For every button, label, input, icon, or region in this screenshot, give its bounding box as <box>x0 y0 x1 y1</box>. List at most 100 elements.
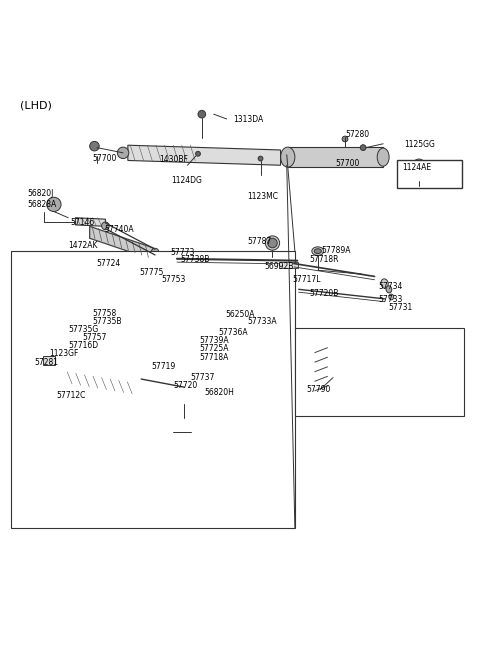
Text: 57775: 57775 <box>140 268 164 277</box>
Polygon shape <box>288 147 383 167</box>
Text: 57146: 57146 <box>71 218 95 227</box>
Bar <box>43 356 55 365</box>
Circle shape <box>170 355 179 364</box>
Text: 56820H: 56820H <box>204 388 234 398</box>
Circle shape <box>342 136 348 142</box>
Text: 57718A: 57718A <box>199 352 229 362</box>
Bar <box>11 251 295 528</box>
Text: 1430BF: 1430BF <box>159 155 188 164</box>
Ellipse shape <box>367 367 380 376</box>
Ellipse shape <box>411 363 427 381</box>
Text: 57733A: 57733A <box>247 317 277 326</box>
Text: 57787: 57787 <box>247 237 271 246</box>
Text: 57725A: 57725A <box>199 343 229 352</box>
Text: 57718R: 57718R <box>309 255 339 264</box>
Text: (LHD): (LHD) <box>21 101 52 111</box>
Text: 57790: 57790 <box>307 385 331 394</box>
Circle shape <box>196 151 200 156</box>
Text: 57753: 57753 <box>161 275 186 284</box>
Text: 57735B: 57735B <box>92 317 121 326</box>
Text: 57712C: 57712C <box>56 391 85 400</box>
Ellipse shape <box>281 147 295 167</box>
Ellipse shape <box>158 254 170 263</box>
Ellipse shape <box>204 323 211 328</box>
Text: 57280: 57280 <box>345 130 369 139</box>
Polygon shape <box>75 217 106 227</box>
Text: 57733: 57733 <box>378 295 403 305</box>
Text: 57731: 57731 <box>388 303 412 312</box>
Circle shape <box>126 306 136 316</box>
Polygon shape <box>128 145 281 165</box>
Ellipse shape <box>169 259 178 265</box>
Text: 57720B: 57720B <box>309 289 338 297</box>
Text: 57734: 57734 <box>378 282 403 291</box>
Text: 1125GG: 1125GG <box>405 140 435 149</box>
Polygon shape <box>65 372 136 396</box>
Ellipse shape <box>364 364 384 379</box>
Text: 56250A: 56250A <box>226 310 255 318</box>
Text: 56828A: 56828A <box>28 200 57 209</box>
Circle shape <box>180 383 189 392</box>
Text: 57736A: 57736A <box>218 328 248 337</box>
Ellipse shape <box>312 247 324 255</box>
Text: 1313DA: 1313DA <box>233 115 263 124</box>
Text: 57281: 57281 <box>35 358 59 367</box>
Circle shape <box>360 145 366 151</box>
Circle shape <box>187 324 196 333</box>
Circle shape <box>107 341 114 348</box>
Ellipse shape <box>389 294 394 300</box>
Text: 57737: 57737 <box>190 373 214 382</box>
Text: 57700: 57700 <box>336 159 360 168</box>
Text: 57716D: 57716D <box>68 341 98 350</box>
Text: 57700: 57700 <box>92 153 117 162</box>
Circle shape <box>177 432 187 442</box>
Text: 1123MC: 1123MC <box>247 192 278 201</box>
Text: 57719: 57719 <box>152 362 176 371</box>
Text: 57738B: 57738B <box>180 255 210 264</box>
Ellipse shape <box>386 286 392 293</box>
Text: 57717L: 57717L <box>292 275 321 284</box>
Circle shape <box>202 305 213 316</box>
Circle shape <box>268 238 277 248</box>
Circle shape <box>198 110 205 118</box>
Circle shape <box>413 159 425 172</box>
Circle shape <box>151 248 159 256</box>
Circle shape <box>47 197 61 212</box>
Ellipse shape <box>381 279 388 288</box>
Ellipse shape <box>188 342 194 346</box>
Text: 1123GF: 1123GF <box>49 349 79 358</box>
Circle shape <box>127 322 135 329</box>
Text: 57720: 57720 <box>173 381 197 390</box>
Ellipse shape <box>415 366 423 377</box>
Ellipse shape <box>127 315 135 321</box>
Bar <box>397 160 462 188</box>
Circle shape <box>117 147 129 159</box>
Polygon shape <box>90 227 153 260</box>
Circle shape <box>102 222 109 230</box>
Circle shape <box>265 236 280 250</box>
Circle shape <box>90 141 99 151</box>
Text: 1124DG: 1124DG <box>171 176 202 185</box>
Text: 57758: 57758 <box>92 309 116 318</box>
Ellipse shape <box>314 249 322 253</box>
Ellipse shape <box>187 333 196 339</box>
Ellipse shape <box>377 148 389 166</box>
Text: 57757: 57757 <box>83 333 107 341</box>
Text: 56992B: 56992B <box>264 262 293 271</box>
Text: 57773: 57773 <box>171 248 195 257</box>
Text: 57740A: 57740A <box>104 225 133 234</box>
Circle shape <box>258 156 263 161</box>
Circle shape <box>177 390 192 404</box>
Circle shape <box>106 327 115 335</box>
Ellipse shape <box>171 349 178 354</box>
Text: 57724: 57724 <box>97 259 121 268</box>
Bar <box>279 262 298 268</box>
Circle shape <box>173 416 191 433</box>
Circle shape <box>166 255 176 265</box>
Text: 57789A: 57789A <box>321 246 350 255</box>
Ellipse shape <box>202 314 213 322</box>
Text: 57739A: 57739A <box>199 336 229 345</box>
Ellipse shape <box>107 335 114 341</box>
Bar <box>295 328 464 416</box>
Text: 1472AK: 1472AK <box>68 241 98 250</box>
